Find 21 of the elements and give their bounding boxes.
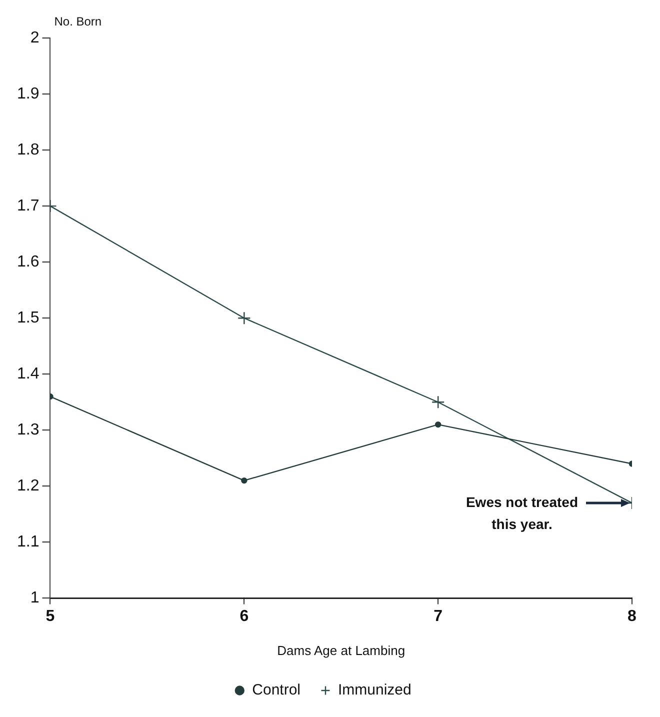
- y-tick-label: 1.8: [16, 141, 40, 158]
- y-tick-label: 1.6: [16, 253, 40, 270]
- y-tick-label: 2: [30, 29, 40, 46]
- y-tick-label: 1: [30, 590, 40, 607]
- annotation: Ewes not treated this year.: [466, 494, 578, 532]
- x-tick-label: 7: [434, 608, 443, 626]
- x-axis-title: Dams Age at Lambing: [277, 642, 406, 658]
- y-axis-title: No. Born: [54, 14, 102, 28]
- y-tick-label: 1.4: [16, 366, 40, 383]
- x-tick-label: 6: [240, 608, 249, 626]
- y-tick-label: 1.9: [16, 85, 40, 102]
- y-tick-label: 1.2: [16, 478, 40, 495]
- y-tick-label: 1.5: [16, 310, 40, 327]
- legend-label: Immunized: [338, 682, 412, 699]
- x-tick-label: 8: [628, 608, 637, 626]
- y-tick-label: 1.1: [16, 534, 40, 551]
- legend-label: Control: [252, 682, 300, 699]
- y-tick-label: 1.7: [16, 197, 40, 214]
- x-tick-label: 5: [46, 608, 55, 626]
- point: [241, 477, 248, 484]
- y-tick-label: 1.3: [16, 422, 40, 439]
